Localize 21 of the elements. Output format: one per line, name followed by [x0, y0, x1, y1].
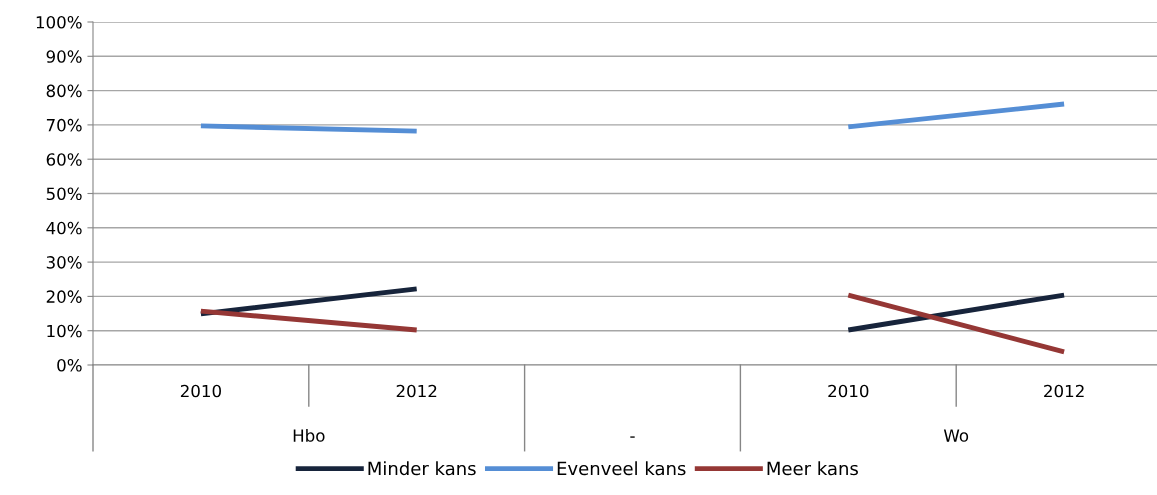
x-tick-label: 2010	[180, 384, 221, 398]
text: -	[630, 436, 635, 438]
x-tick-label: 2010	[828, 384, 869, 398]
legend-label: Evenveel kans	[557, 461, 686, 476]
y-tick-label: 30%	[46, 256, 82, 269]
legend-label: Meer kans	[767, 461, 858, 476]
y-tick-label: 60%	[46, 153, 82, 166]
y-tick-label: 90%	[46, 50, 82, 63]
y-tick-label: 80%	[46, 84, 82, 98]
y-tick-label: 70%	[46, 118, 82, 132]
y-tick-label: 40%	[46, 221, 82, 235]
y-tick-label: 0%	[57, 358, 82, 372]
y-tick-label: 20%	[46, 290, 82, 303]
x-tick-label: 2012	[1044, 384, 1084, 398]
y-tick-label: 10%	[47, 324, 82, 338]
x-tick-label: 2012	[396, 384, 437, 398]
y-tick-label: 50%	[46, 187, 82, 201]
y-tick-label: 100%	[36, 15, 82, 29]
text: Hbo	[293, 428, 325, 442]
text: Wo	[943, 429, 969, 442]
legend-label: Minder kans	[368, 461, 476, 476]
